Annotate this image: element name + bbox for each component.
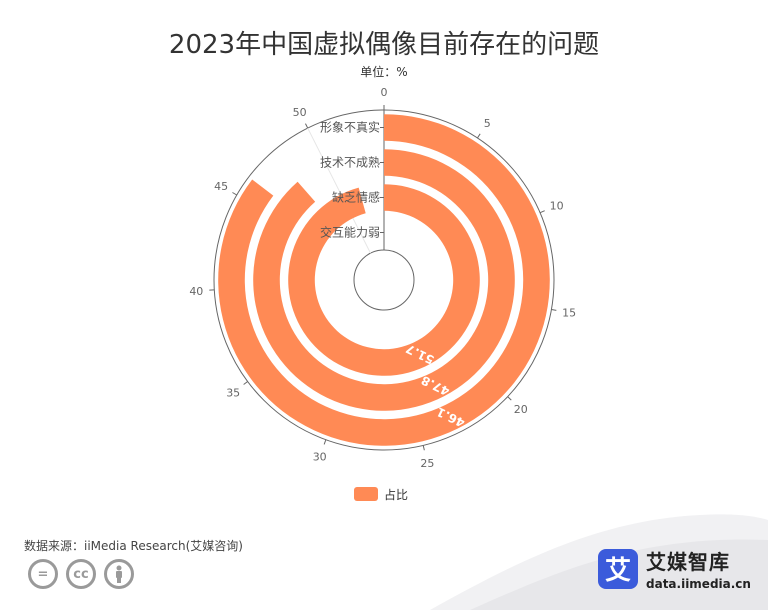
category-label: 缺乏情感 [332, 190, 380, 205]
angle-tick [305, 123, 309, 129]
category-label: 交互能力弱 [320, 225, 380, 240]
creative-commons-icon: cc [66, 559, 96, 589]
angle-tick [232, 192, 238, 196]
angle-tick-label: 20 [514, 403, 528, 416]
radial-bar-chart: 05101520253035404550形象不真实46.1技术不成熟47.8缺乏… [189, 86, 576, 470]
angle-tick-label: 45 [214, 180, 228, 193]
brand-block[interactable]: 艾 艾媒智库 data.iimedia.cn [598, 546, 751, 591]
angle-tick [323, 439, 327, 445]
brand-name: 艾媒智库 [646, 550, 730, 574]
angle-tick-label: 0 [381, 86, 388, 99]
iimedia-logo-icon: 艾 [598, 548, 638, 589]
legend-label: 占比 [384, 487, 409, 502]
angle-tick [422, 445, 425, 451]
angle-tick-label: 30 [313, 451, 327, 464]
unit-label: 单位：% [360, 65, 408, 79]
chart-title: 2023年中国虚拟偶像目前存在的问题 [168, 30, 600, 60]
legend[interactable]: 占比 [354, 486, 408, 502]
angle-tick [476, 133, 481, 139]
angle-tick [507, 396, 512, 401]
angle-tick-label: 35 [226, 386, 240, 399]
angle-tick [551, 309, 557, 311]
angle-tick-label: 5 [484, 117, 491, 130]
data-source: 数据来源：iiMedia Research(艾媒咨询) [24, 539, 243, 553]
category-label: 技术不成熟 [320, 155, 380, 170]
no-derivatives-icon: = [28, 559, 58, 589]
angle-tick-label: 15 [562, 307, 576, 320]
legend-swatch [354, 487, 378, 501]
license-icons: = cc [28, 559, 134, 589]
brand-url: data.iimedia.cn [646, 577, 751, 591]
angle-grid-line [307, 127, 371, 254]
angle-tick-label: 50 [293, 106, 307, 119]
angle-tick [539, 210, 545, 214]
angle-tick-label: 40 [189, 285, 203, 298]
attribution-person-icon [104, 559, 134, 589]
category-label: 形象不真实 [320, 120, 380, 135]
angle-tick [243, 381, 248, 385]
angle-tick-label: 10 [550, 200, 564, 213]
angle-tick-label: 25 [420, 457, 434, 470]
